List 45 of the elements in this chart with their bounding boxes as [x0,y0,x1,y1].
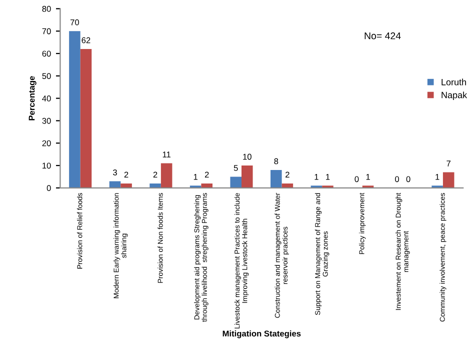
y-tick-label: 0 [46,185,51,192]
data-label: 1 [326,174,330,180]
bar [230,176,242,188]
data-label: 2 [124,172,128,178]
y-tick-label: 80 [42,6,51,12]
legend-label: Napak [442,92,468,100]
bar [160,163,172,188]
data-label: 1 [366,174,370,180]
bar [242,166,253,188]
legend-label: Loruth [442,78,466,86]
data-label: 8 [274,158,278,164]
bar [80,49,92,188]
bar [109,181,121,188]
y-tick-label: 50 [42,73,51,80]
bar [270,170,282,188]
data-label: 2 [204,172,209,178]
data-label: 1 [436,174,440,180]
bar [201,183,212,188]
y-tick-label: 60 [42,50,51,57]
y-axis-title: Percentage [28,76,36,120]
data-label: 0 [354,176,359,182]
y-tick-label: 30 [42,118,51,124]
y-tick-label: 70 [42,28,51,34]
data-label: 62 [82,37,90,44]
y-tick-label: 40 [42,96,51,102]
data-label: 10 [243,154,252,160]
data-label: 2 [153,172,158,178]
data-label: 2 [286,172,290,178]
bar [150,183,161,188]
data-label: 70 [70,19,80,26]
bar [120,183,132,188]
data-label: 0 [395,176,400,182]
bar [442,172,454,188]
data-label: 5 [234,165,238,171]
data-label: 11 [162,152,170,158]
y-tick-label: 10 [42,162,51,169]
y-tick-label: 20 [42,140,51,146]
data-label: 1 [314,174,318,180]
annotation: No= 424 [364,32,401,40]
bar [69,31,80,188]
data-label: 7 [446,160,450,166]
data-label: 3 [112,169,117,176]
x-axis-title: Mitigation Stategies [222,330,301,338]
data-label: 0 [406,176,410,182]
data-label: 1 [194,174,198,180]
